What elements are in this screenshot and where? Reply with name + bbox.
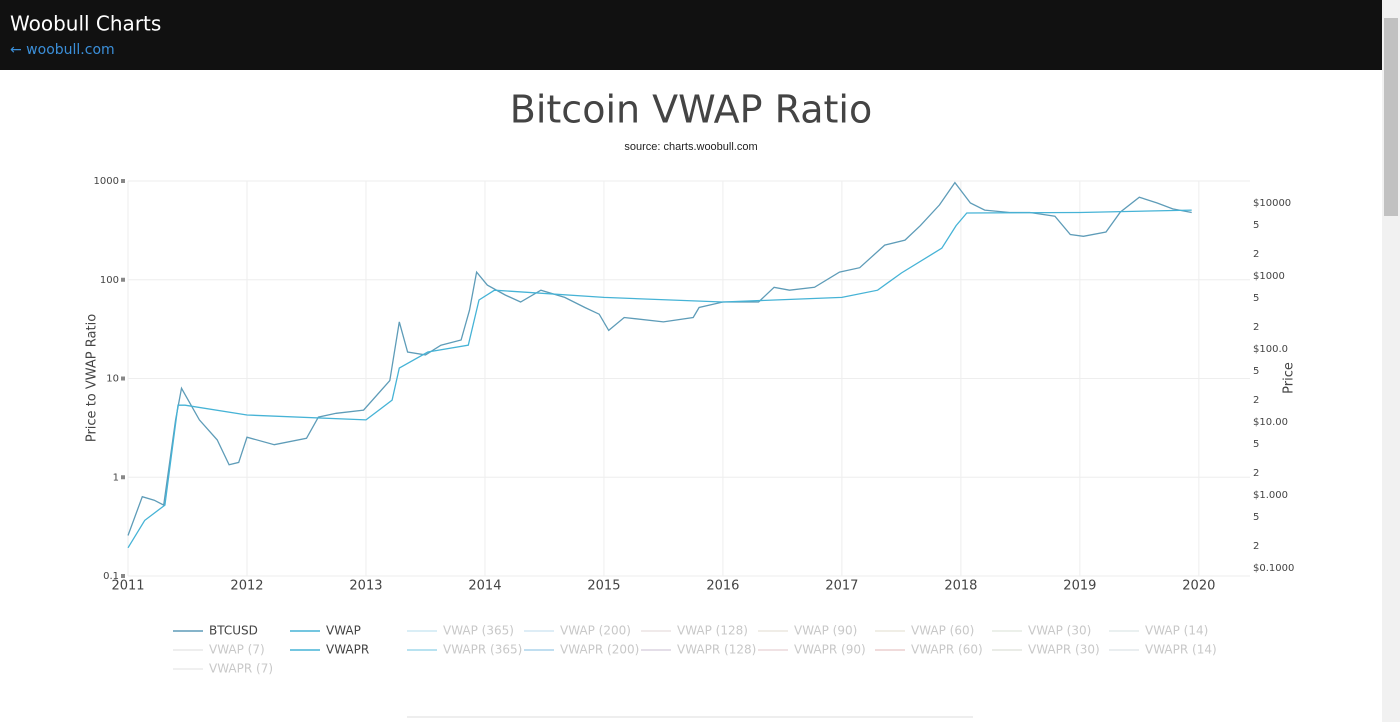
y-tick-label: 10 bbox=[106, 374, 119, 385]
header-bar bbox=[0, 0, 1382, 70]
x-tick-label: 2014 bbox=[468, 579, 501, 594]
y2-tick-label: 5 bbox=[1253, 220, 1259, 231]
x-tick-label: 2020 bbox=[1182, 579, 1215, 594]
y2-tick-label: 2 bbox=[1253, 322, 1259, 333]
header-title: Woobull Charts bbox=[10, 12, 161, 36]
chart-subtitle: source: charts.woobull.com bbox=[624, 141, 757, 153]
y-axis-title: Price to VWAP Ratio bbox=[85, 314, 100, 442]
series-line bbox=[127, 209, 1192, 549]
y2-tick-label: 2 bbox=[1253, 249, 1259, 260]
legend-label[interactable]: VWAP (200) bbox=[560, 624, 631, 638]
legend-label[interactable]: VWAP (7) bbox=[209, 643, 265, 657]
y-tick-label: 1000 bbox=[94, 176, 119, 187]
legend-label[interactable]: VWAPR (90) bbox=[794, 643, 866, 657]
y-tick-label: 1 bbox=[113, 472, 119, 483]
y-tick-square bbox=[121, 475, 125, 480]
chart-title: Bitcoin VWAP Ratio bbox=[510, 88, 872, 132]
x-tick-label: 2017 bbox=[825, 579, 858, 594]
y2-tick-label: 5 bbox=[1253, 293, 1259, 304]
legend-label[interactable]: VWAP bbox=[326, 624, 361, 638]
x-tick-label: 2018 bbox=[944, 579, 977, 594]
x-tick-label: 2019 bbox=[1063, 579, 1096, 594]
x-tick-label: 2015 bbox=[587, 579, 620, 594]
scrollbar-thumb[interactable] bbox=[1384, 18, 1398, 216]
y-tick-square bbox=[121, 574, 125, 578]
legend-label[interactable]: VWAPR (365) bbox=[443, 643, 522, 657]
x-tick-label: 2013 bbox=[349, 579, 382, 594]
y2-tick-label: $1.000 bbox=[1253, 490, 1288, 501]
legend-label[interactable]: VWAP (30) bbox=[1028, 624, 1091, 638]
legend-label[interactable]: VWAPR (7) bbox=[209, 662, 273, 676]
header-link[interactable]: ← woobull.com bbox=[10, 42, 115, 58]
y2-tick-label: $1000 bbox=[1253, 271, 1285, 282]
y2-tick-label: $0.1000 bbox=[1253, 563, 1294, 574]
legend-label[interactable]: VWAP (90) bbox=[794, 624, 857, 638]
legend-label[interactable]: VWAPR (128) bbox=[677, 643, 756, 657]
series-line bbox=[127, 181, 1192, 536]
y2-tick-label: $100.0 bbox=[1253, 344, 1288, 355]
legend-label[interactable]: VWAPR bbox=[326, 643, 369, 657]
y-tick-square bbox=[121, 277, 125, 282]
y2-tick-label: $10.00 bbox=[1253, 417, 1288, 428]
legend-label[interactable]: VWAP (14) bbox=[1145, 624, 1208, 638]
y2-tick-label: 5 bbox=[1253, 512, 1259, 523]
x-tick-label: 2016 bbox=[706, 579, 739, 594]
y2-tick-label: 5 bbox=[1253, 439, 1259, 450]
legend-label[interactable]: VWAPR (14) bbox=[1145, 643, 1217, 657]
legend-label[interactable]: VWAP (60) bbox=[911, 624, 974, 638]
legend-label[interactable]: VWAP (365) bbox=[443, 624, 514, 638]
y-tick-label: 100 bbox=[100, 275, 119, 286]
y2-tick-label: 2 bbox=[1253, 395, 1259, 406]
y2-tick-label: 2 bbox=[1253, 541, 1259, 552]
legend-label[interactable]: BTCUSD bbox=[209, 624, 258, 638]
y2-tick-label: 2 bbox=[1253, 468, 1259, 479]
legend-label[interactable]: VWAPR (30) bbox=[1028, 643, 1100, 657]
x-tick-label: 2012 bbox=[230, 579, 263, 594]
y2-tick-label: 5 bbox=[1253, 366, 1259, 377]
legend-label[interactable]: VWAPR (200) bbox=[560, 643, 639, 657]
legend-label[interactable]: VWAP (128) bbox=[677, 624, 748, 638]
legend-label[interactable]: VWAPR (60) bbox=[911, 643, 983, 657]
x-tick-label: 2011 bbox=[111, 579, 144, 594]
y-tick-square bbox=[121, 179, 125, 183]
y2-axis-title: Price bbox=[1282, 362, 1297, 394]
y2-tick-label: $10000 bbox=[1253, 198, 1291, 209]
y-tick-label: 0.1 bbox=[103, 571, 119, 582]
y-tick-square bbox=[121, 376, 125, 381]
